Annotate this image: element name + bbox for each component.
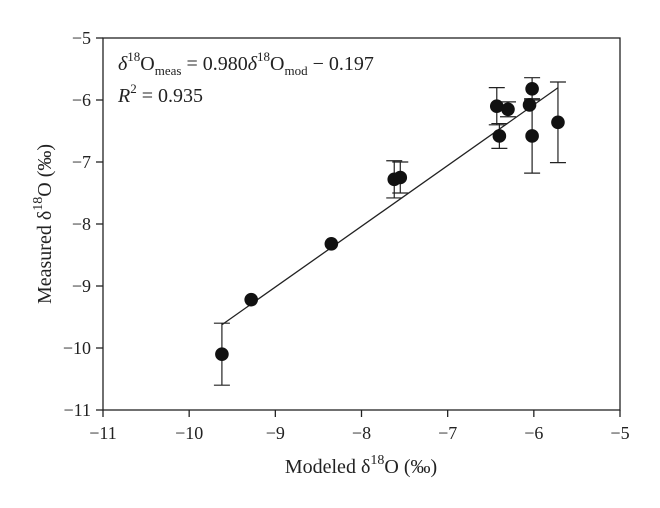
x-tick-label: −8 xyxy=(352,423,371,443)
regression-equation: δ18Omeas = 0.980δ18Omod − 0.197 xyxy=(118,49,374,78)
data-points xyxy=(215,82,565,362)
y-tick-label: −10 xyxy=(63,338,91,358)
data-point xyxy=(244,292,259,307)
data-point xyxy=(501,102,515,117)
y-tick-label: −9 xyxy=(72,276,91,296)
regression-line xyxy=(221,87,559,326)
r-squared-label: R2 = 0.935 xyxy=(117,81,203,107)
y-tick-label: −6 xyxy=(72,90,91,110)
data-point xyxy=(393,170,408,185)
y-tick-label: −7 xyxy=(72,152,91,172)
data-point xyxy=(525,82,539,96)
axis-ticks: −11 −10 −9 −8 −7 −6 −5 −11 −10 −9 −8 −7 −6 −5 xyxy=(63,28,630,443)
x-tick-label: −9 xyxy=(266,423,285,443)
x-tick-label: −6 xyxy=(524,423,543,443)
data-point xyxy=(489,99,504,113)
x-tick-label: −5 xyxy=(610,423,629,443)
x-tick-label: −11 xyxy=(89,423,116,443)
y-tick-label: −5 xyxy=(72,28,91,48)
y-tick-label: −8 xyxy=(72,214,91,234)
y-axis-label: Measured δ18O (‰) xyxy=(31,144,56,304)
x-tick-label: −7 xyxy=(438,423,457,443)
error-bars xyxy=(213,77,566,386)
x-axis-label: Modeled δ18O (‰) xyxy=(285,453,437,478)
data-point xyxy=(215,347,229,362)
data-point xyxy=(492,129,507,143)
x-tick-label: −10 xyxy=(175,423,203,443)
data-point xyxy=(551,115,565,130)
data-point xyxy=(525,129,539,143)
data-point xyxy=(324,237,339,251)
data-point xyxy=(522,98,537,112)
y-tick-label: −11 xyxy=(64,400,91,420)
fit-line xyxy=(221,87,559,326)
